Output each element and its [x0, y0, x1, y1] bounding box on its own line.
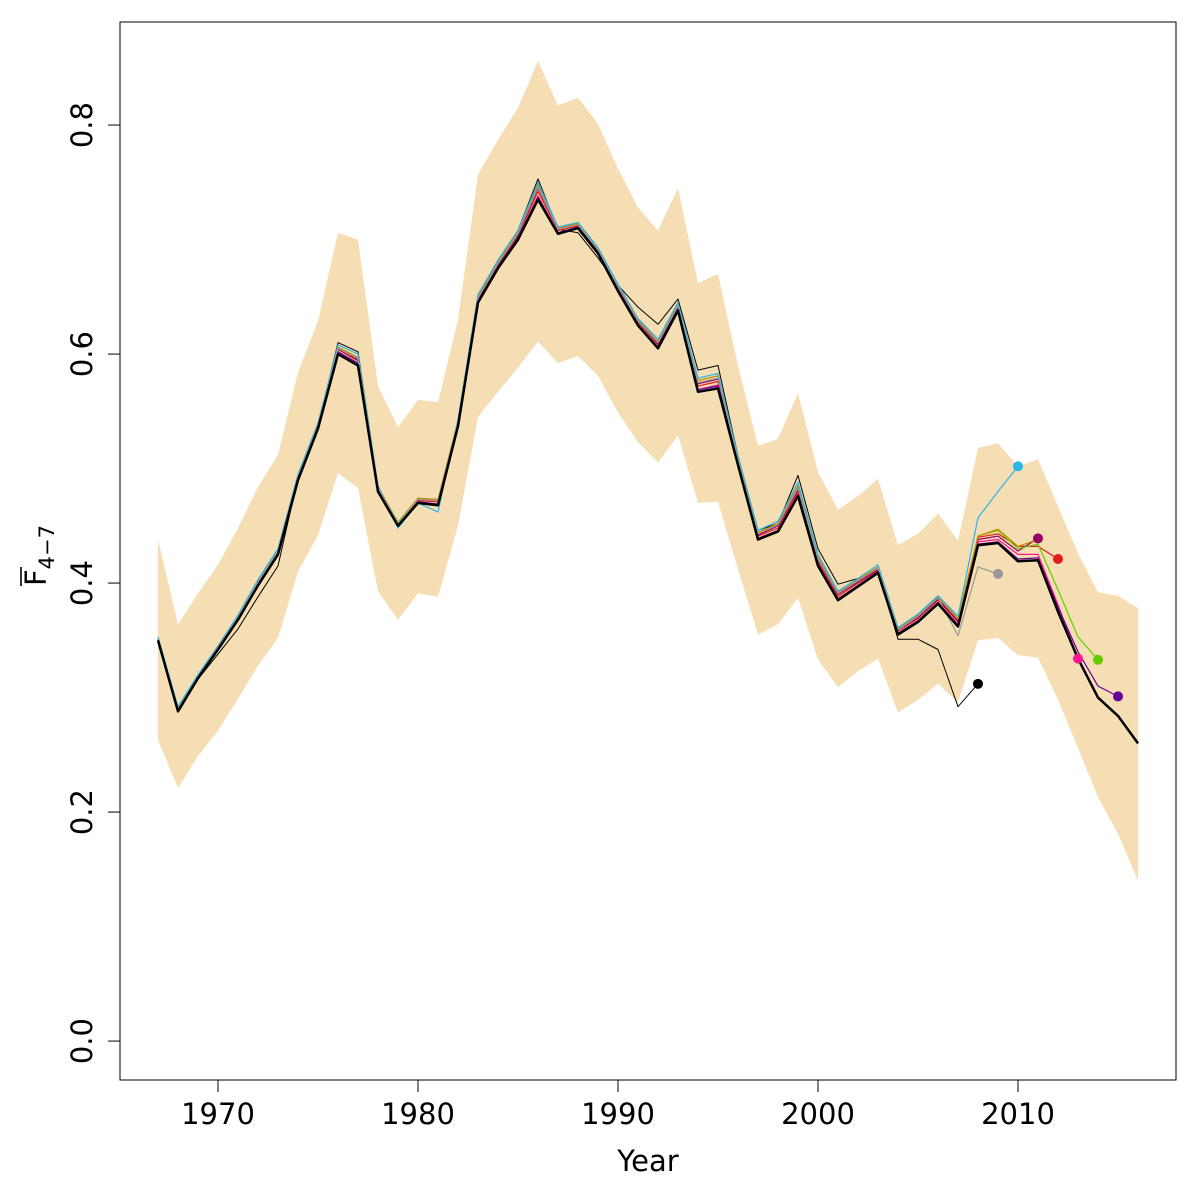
x-axis-title: Year	[616, 1144, 678, 1178]
series-line-0	[156, 198, 1140, 745]
y-tick-label-1: 0.2	[65, 789, 99, 835]
endpoint-marker-4	[1053, 554, 1063, 565]
y-axis-title-subscript: 4−7	[35, 525, 59, 569]
endpoint-marker-1	[993, 568, 1003, 579]
series-layer	[156, 178, 1140, 745]
confidence-band-layer	[158, 60, 1138, 881]
x-tick-label-2: 1990	[581, 1097, 655, 1131]
endpoint-marker-3	[1033, 533, 1043, 544]
endpoint-marker-7	[1113, 691, 1123, 702]
x-tick-label-1: 1980	[381, 1097, 455, 1131]
confidence-band	[158, 60, 1138, 881]
endpoint-marker-5	[1073, 653, 1083, 664]
series-line-7	[157, 181, 1019, 708]
y-tick-label-0: 0.0	[65, 1018, 99, 1064]
endpoint-marker-6	[1093, 654, 1103, 665]
y-axis-title: F4−7	[19, 525, 59, 586]
endpoint-marker-0	[973, 678, 983, 689]
x-axis: 1970 1980 1990 2000 2010	[181, 1079, 1055, 1131]
x-tick-label-4: 2010	[981, 1097, 1055, 1131]
endpoint-layer	[973, 461, 1123, 702]
x-tick-label-0: 1970	[181, 1097, 255, 1131]
x-tick-label-3: 2000	[781, 1097, 855, 1131]
y-tick-label-4: 0.8	[65, 102, 99, 148]
y-tick-label-2: 0.4	[65, 560, 99, 606]
y-tick-label-3: 0.6	[65, 331, 99, 377]
svg-text:F4−7: F4−7	[19, 525, 59, 586]
endpoint-marker-2	[1013, 461, 1023, 472]
y-axis: 0.0 0.2 0.4 0.6 0.8	[65, 102, 121, 1064]
y-axis-title-main: F	[19, 569, 53, 586]
